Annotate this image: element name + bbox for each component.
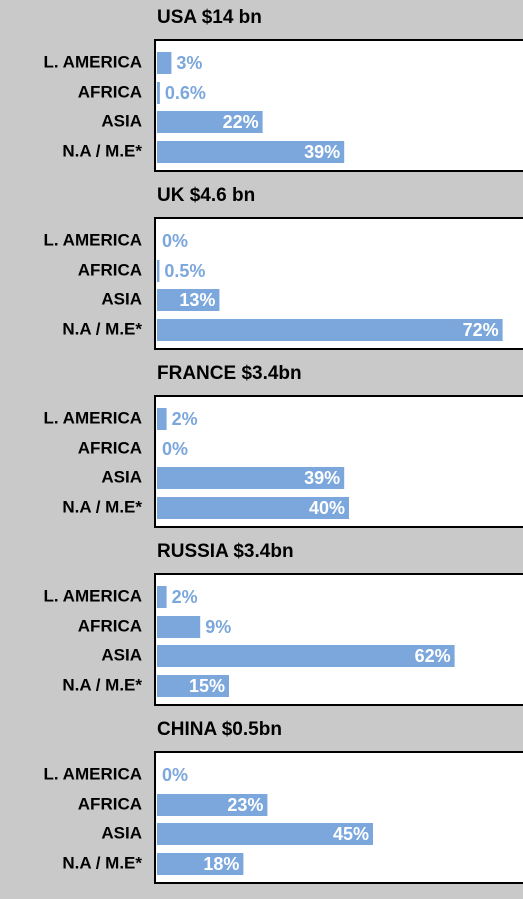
bar [157, 82, 160, 104]
bar [157, 616, 201, 638]
value-label: 0% [162, 439, 188, 459]
value-label: 18% [203, 854, 239, 874]
category-label: L. AMERICA [43, 586, 142, 605]
value-label: 15% [189, 676, 225, 696]
value-label: 45% [333, 824, 369, 844]
value-label: 23% [227, 795, 263, 815]
category-label: N.A / M.E* [62, 675, 142, 694]
bar [157, 408, 167, 430]
panel-title: FRANCE $3.4bn [157, 363, 302, 384]
category-label: L. AMERICA [43, 764, 142, 783]
category-label: AFRICA [78, 82, 142, 101]
panel-title: USA $14 bn [157, 7, 262, 28]
bar [157, 497, 349, 519]
bar [157, 467, 345, 489]
bar [157, 794, 268, 816]
category-label: ASIA [101, 823, 142, 842]
category-label: L. AMERICA [43, 230, 142, 249]
value-label: 72% [463, 320, 499, 340]
value-label: 13% [179, 290, 215, 310]
panel-title: RUSSIA $3.4bn [157, 541, 294, 562]
category-label: ASIA [101, 111, 142, 130]
value-label: 0.6% [165, 83, 206, 103]
category-label: AFRICA [78, 616, 142, 635]
bar [157, 289, 220, 311]
category-label: L. AMERICA [43, 408, 142, 427]
panel-title: CHINA $0.5bn [157, 719, 282, 740]
value-label: 3% [176, 53, 202, 73]
category-label: N.A / M.E* [62, 853, 142, 872]
bar [157, 586, 167, 608]
category-label: AFRICA [78, 260, 142, 279]
bar [157, 853, 244, 875]
category-label: ASIA [101, 289, 142, 308]
bar [157, 823, 373, 845]
bar [157, 111, 263, 133]
bar [157, 52, 172, 74]
bar [157, 675, 229, 697]
category-label: N.A / M.E* [62, 319, 142, 338]
category-label: N.A / M.E* [62, 497, 142, 516]
category-label: AFRICA [78, 438, 142, 457]
bar [157, 319, 503, 341]
value-label: 2% [172, 587, 198, 607]
category-label: ASIA [101, 467, 142, 486]
bar [157, 260, 160, 282]
value-label: 40% [309, 498, 345, 518]
category-label: L. AMERICA [43, 52, 142, 71]
bar [157, 645, 455, 667]
value-label: 0% [162, 231, 188, 251]
category-label: ASIA [101, 645, 142, 664]
value-label: 0.5% [164, 261, 205, 281]
category-label: N.A / M.E* [62, 141, 142, 160]
value-label: 39% [304, 142, 340, 162]
value-label: 9% [205, 617, 231, 637]
value-label: 2% [172, 409, 198, 429]
value-label: 62% [415, 646, 451, 666]
bar [157, 141, 345, 163]
value-label: 0% [162, 765, 188, 785]
value-label: 22% [223, 112, 259, 132]
category-label: AFRICA [78, 794, 142, 813]
value-label: 39% [304, 468, 340, 488]
panel-title: UK $4.6 bn [157, 185, 255, 206]
